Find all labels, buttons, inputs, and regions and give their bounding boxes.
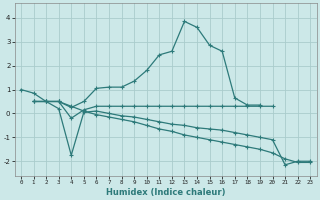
X-axis label: Humidex (Indice chaleur): Humidex (Indice chaleur) [106, 188, 225, 197]
